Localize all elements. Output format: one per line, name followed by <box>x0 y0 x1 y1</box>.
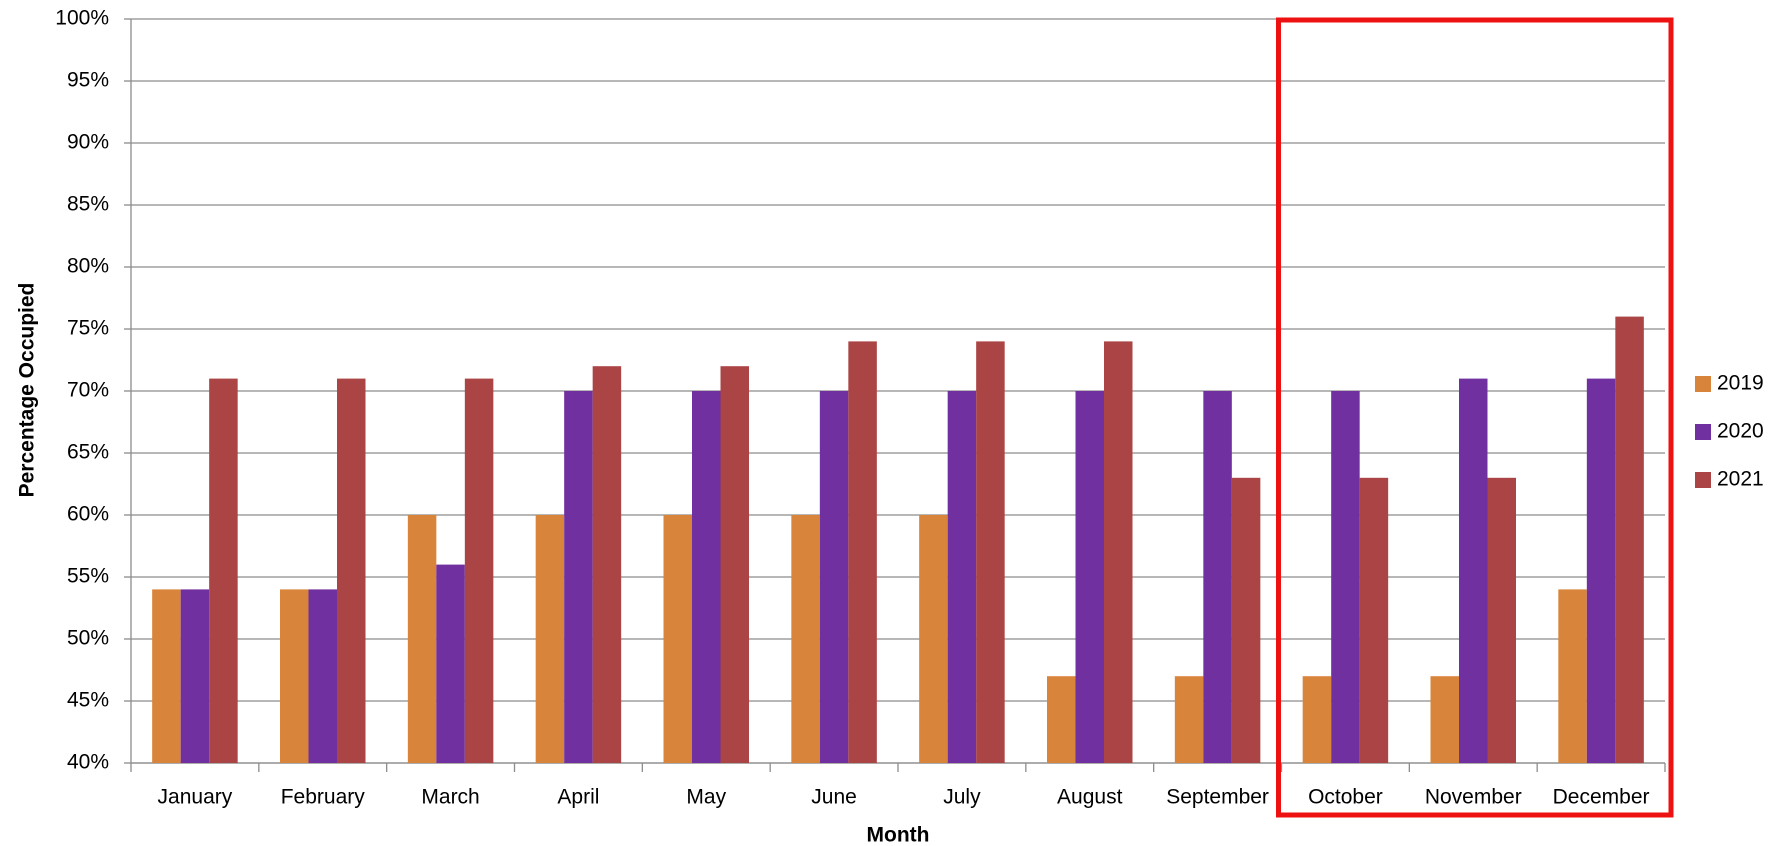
x-tick-label: December <box>1553 786 1650 809</box>
bar <box>1459 378 1488 763</box>
bar <box>976 341 1005 763</box>
y-tick-label: 90% <box>67 131 109 154</box>
bar <box>692 391 721 763</box>
x-tick-label: May <box>686 786 726 809</box>
legend-label: 2019 <box>1717 372 1764 395</box>
legend-swatch <box>1695 424 1711 440</box>
bar <box>209 378 238 763</box>
y-tick-label: 50% <box>67 627 109 650</box>
x-tick-label: September <box>1166 786 1269 809</box>
x-tick-label: March <box>421 786 479 809</box>
y-tick-label: 85% <box>67 193 109 216</box>
x-tick-label: October <box>1308 786 1383 809</box>
y-axis-title: Percentage Occupied <box>16 283 39 498</box>
bar <box>592 366 622 763</box>
legend-swatch <box>1695 472 1711 488</box>
bar <box>152 589 181 763</box>
highlight-box <box>1276 17 1674 818</box>
bar <box>663 515 692 763</box>
bar <box>1075 391 1104 763</box>
bar <box>407 515 437 763</box>
bar <box>1203 391 1232 763</box>
x-tick-label: August <box>1057 786 1123 809</box>
bar <box>1331 391 1360 763</box>
bar <box>180 589 210 763</box>
y-tick-label: 60% <box>67 503 109 526</box>
bar <box>819 391 849 763</box>
y-tick-label: 70% <box>67 379 109 402</box>
bar <box>337 378 366 763</box>
bar <box>436 564 465 763</box>
x-tick-label: April <box>557 786 599 809</box>
y-tick-label: 65% <box>67 441 109 464</box>
bar <box>308 589 337 763</box>
x-tick-label: June <box>811 786 857 809</box>
y-tick-label: 80% <box>67 255 109 278</box>
bar <box>1359 477 1389 763</box>
x-tick-label: January <box>158 786 233 809</box>
bar <box>280 589 309 763</box>
y-tick-label: 45% <box>67 689 109 712</box>
bar <box>464 378 494 763</box>
bar <box>1302 676 1332 763</box>
bar <box>1104 341 1133 763</box>
x-axis-title: Month <box>867 824 930 846</box>
legend-label: 2020 <box>1717 420 1764 443</box>
bar <box>535 515 565 763</box>
bar <box>1487 477 1516 763</box>
bar <box>1430 676 1459 763</box>
bar <box>848 341 877 763</box>
bar <box>791 515 820 763</box>
x-tick-label: November <box>1425 786 1522 809</box>
bar <box>1615 316 1644 763</box>
bar <box>919 515 948 763</box>
bar <box>564 391 593 763</box>
bar <box>1174 676 1204 763</box>
x-tick-label: February <box>281 786 366 809</box>
bar <box>1586 378 1616 763</box>
x-tick-label: July <box>943 786 981 809</box>
y-tick-label: 100% <box>55 7 109 30</box>
bar <box>1558 589 1587 763</box>
y-tick-label: 95% <box>67 69 109 92</box>
bar <box>947 391 977 763</box>
y-tick-label: 75% <box>67 317 109 340</box>
bar <box>1047 676 1076 763</box>
y-tick-label: 55% <box>67 565 109 588</box>
bar <box>720 366 749 763</box>
y-tick-label: 40% <box>67 751 109 774</box>
legend-label: 2021 <box>1717 468 1764 491</box>
bar <box>1231 477 1261 763</box>
legend-swatch <box>1695 376 1711 392</box>
